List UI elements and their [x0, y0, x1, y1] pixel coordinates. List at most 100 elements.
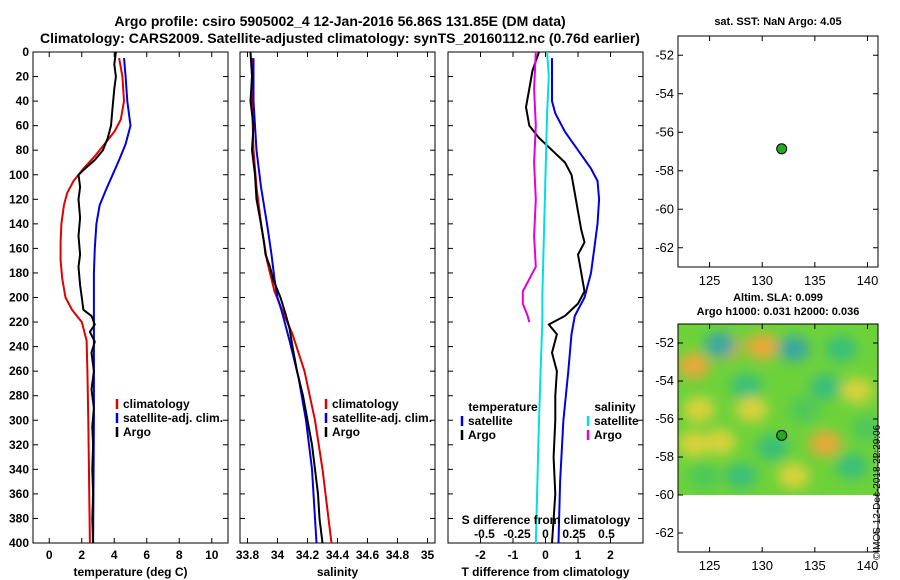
heat-cell	[788, 396, 821, 423]
y-tick-label: -56	[655, 124, 674, 139]
y-tick-label: 220	[9, 315, 29, 329]
x-tick-label: 0	[46, 548, 53, 562]
x-tick-label: 34.8	[386, 548, 410, 562]
heat-cell	[777, 463, 810, 489]
y-tick-label: 400	[9, 536, 29, 550]
credit-text: ©IMOS 12-Dec-2018 22:29:06	[872, 424, 883, 560]
x-axis-label: temperature (deg C)	[73, 565, 187, 579]
x-tick-label: 125	[699, 558, 721, 573]
y-tick-label: -62	[655, 525, 674, 540]
x-tick-label: 2	[607, 548, 614, 562]
top-tick-label: -0.25	[503, 527, 531, 541]
y-tick-label: 240	[9, 340, 29, 354]
legend-label: Argo	[332, 425, 360, 439]
x-tick-label: 130	[751, 273, 773, 288]
top-tick-label: 0.5	[598, 527, 615, 541]
y-tick-label: 380	[9, 511, 29, 525]
top-tick-label: 0	[542, 527, 549, 541]
x-tick-label: 135	[804, 273, 826, 288]
series-line-argo	[77, 51, 117, 544]
heat-cell	[840, 377, 873, 404]
y-tick-label: 60	[16, 119, 30, 133]
heat-cell	[735, 396, 768, 423]
title-line-2: Climatology: CARS2009. Satellite-adjuste…	[40, 30, 640, 46]
y-tick-label: 200	[9, 291, 29, 305]
x-tick-label: 10	[205, 548, 219, 562]
series-line-climatology	[59, 57, 125, 544]
top-tick-label: 0.25	[562, 527, 586, 541]
x-tick-label: 0	[542, 548, 549, 562]
map-frame-sla-map	[677, 323, 879, 553]
x-tick-label: 140	[857, 273, 879, 288]
y-tick-label: -52	[655, 335, 674, 350]
y-tick-label: 20	[16, 70, 30, 84]
argo-location-marker	[776, 143, 788, 155]
x-tick-label: 34.2	[296, 548, 320, 562]
x-tick-label: -1	[508, 548, 519, 562]
legend-label: climatology	[332, 397, 399, 411]
series-line-climatology	[251, 58, 333, 544]
x-tick-label: 6	[143, 548, 150, 562]
heat-cell	[809, 373, 842, 400]
x-tick-label: 8	[176, 548, 183, 562]
heat-cell	[678, 430, 710, 457]
y-tick-label: 40	[16, 94, 30, 108]
y-tick-label: 80	[16, 143, 30, 157]
y-tick-label: -52	[655, 47, 674, 62]
y-tick-label: -60	[655, 487, 674, 502]
panel-frame-salinity-profile	[239, 51, 436, 544]
series-line-t-argo	[525, 51, 586, 544]
y-tick-label: 300	[9, 413, 29, 427]
legend-label: Argo	[123, 425, 151, 439]
heat-cell	[756, 434, 789, 461]
heat-cell	[683, 396, 716, 423]
legend-label: climatology	[123, 397, 190, 411]
heat-cell	[678, 352, 710, 379]
top-tick-label: -0.5	[474, 527, 495, 541]
series-line-s-satellite	[534, 51, 550, 544]
series-line-s-argo	[521, 51, 537, 323]
x-axis-label: T difference from climatology	[461, 565, 629, 579]
heat-cell	[746, 333, 779, 360]
y-tick-label: -58	[655, 449, 674, 464]
y-tick-label: -62	[655, 240, 674, 255]
y-tick-label: 120	[9, 192, 29, 206]
heat-cell	[725, 463, 758, 489]
legend-title-temperature: temperature	[468, 400, 538, 414]
heat-cell	[704, 428, 737, 455]
heat-map-layer	[678, 324, 878, 495]
x-axis-label: salinity	[317, 565, 359, 579]
x-tick-label: 34.6	[356, 548, 380, 562]
y-tick-label: -56	[655, 411, 674, 426]
y-tick-label: 360	[9, 487, 29, 501]
y-tick-label: 0	[22, 45, 29, 59]
argo-location-marker	[776, 429, 788, 441]
legend-label: satellite	[594, 414, 639, 428]
heat-cell	[688, 463, 721, 489]
heat-cell	[851, 415, 878, 442]
x-tick-label: 135	[804, 558, 826, 573]
y-tick-label: 260	[9, 364, 29, 378]
legend-label: Argo	[594, 428, 622, 442]
x-tick-label: 140	[857, 558, 879, 573]
legend-label: satellite-adj. clim.	[332, 411, 432, 425]
x-tick-label: 34	[271, 548, 285, 562]
x-tick-label: 125	[699, 273, 721, 288]
x-tick-label: 4	[111, 548, 118, 562]
heat-cell	[704, 331, 737, 358]
series-line-satellite-adj-clim-	[252, 58, 318, 544]
y-tick-label: 180	[9, 266, 29, 280]
heat-cell	[835, 453, 868, 480]
y-tick-label: -58	[655, 163, 674, 178]
x-tick-label: 130	[751, 558, 773, 573]
heat-cell	[825, 335, 858, 362]
y-tick-label: -54	[655, 86, 674, 101]
y-tick-label: 280	[9, 389, 29, 403]
x-tick-label: -2	[475, 548, 486, 562]
y-tick-label: 340	[9, 462, 29, 476]
heat-blobs	[678, 331, 878, 489]
map-frame-sst-map	[677, 35, 879, 268]
y-tick-label: 320	[9, 438, 29, 452]
